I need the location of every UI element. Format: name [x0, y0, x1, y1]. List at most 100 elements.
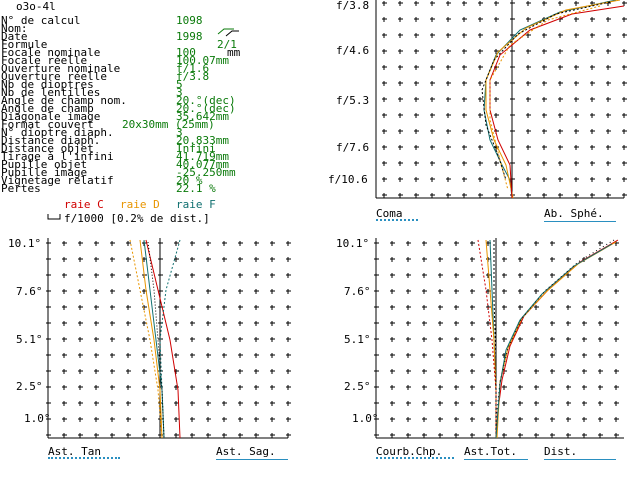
field-grid-mark	[550, 385, 555, 390]
param-label: Pupille objet	[1, 158, 88, 171]
ast-grid-mark	[286, 385, 291, 390]
ast-grid-mark	[94, 401, 99, 406]
coma-grid-mark	[414, 33, 419, 38]
coma-grid-mark	[574, 145, 579, 150]
ast-grid-mark	[222, 305, 227, 310]
ast-grid-mark	[126, 321, 131, 326]
coma-grid-mark	[606, 129, 611, 134]
field-grid-mark	[438, 369, 443, 374]
field-grid-mark	[598, 337, 603, 342]
coma-grid-mark	[414, 65, 419, 70]
param-value: 20.°(dec)	[176, 94, 236, 107]
ast-grid-mark	[206, 401, 211, 406]
field-grid-mark	[470, 257, 475, 262]
coma-grid-mark	[606, 161, 611, 166]
ast-grid-mark	[174, 337, 179, 342]
field-grid-mark	[550, 241, 555, 246]
coma-grid-mark	[574, 49, 579, 54]
ast-grid-mark	[270, 321, 275, 326]
field-grid-mark	[454, 353, 459, 358]
coma-grid-mark	[622, 161, 627, 166]
coma-grid-mark	[558, 113, 563, 118]
ast-grid-mark	[174, 241, 179, 246]
field-grid-mark	[614, 433, 619, 438]
field-grid-mark	[598, 257, 603, 262]
ast-grid-mark	[238, 257, 243, 262]
coma-tick: f/3.8	[336, 0, 370, 12]
field-grid-mark	[422, 257, 427, 262]
field-grid-mark	[582, 305, 587, 310]
coma-grid-mark	[590, 129, 595, 134]
param-label: Ouverture réelle	[1, 70, 107, 83]
coma-grid-mark	[558, 193, 563, 198]
field-grid-mark	[518, 289, 523, 294]
ast-grid-mark	[62, 369, 67, 374]
ast-grid-mark	[270, 289, 275, 294]
ast-grid-mark	[286, 289, 291, 294]
field-grid-mark	[534, 305, 539, 310]
field-grid-mark	[454, 337, 459, 342]
ast-grid-mark	[94, 305, 99, 310]
param-value: 3	[176, 126, 183, 139]
field-grid-mark	[406, 289, 411, 294]
field-grid-mark	[470, 385, 475, 390]
field-grid-mark	[502, 321, 507, 326]
coma-grid-mark	[414, 161, 419, 166]
ast-grid-mark	[222, 433, 227, 438]
param-value: f/3.8	[176, 70, 210, 83]
field-grid-mark	[470, 289, 475, 294]
ast-grid-mark	[110, 353, 115, 358]
ast-grid-mark	[110, 433, 115, 438]
field-grid-mark	[454, 385, 459, 390]
coma-grid-mark	[558, 49, 563, 54]
ast-grid-mark	[206, 257, 211, 262]
param-label: Angle de champ	[1, 102, 94, 115]
ast-grid-mark	[190, 241, 195, 246]
ast-grid-mark	[254, 241, 259, 246]
field-grid-mark	[390, 353, 395, 358]
field-grid-mark	[598, 289, 603, 294]
ast-grid-mark	[110, 273, 115, 278]
ast-grid-mark	[142, 305, 147, 310]
coma-grid-mark	[478, 65, 483, 70]
ast-grid-mark	[110, 289, 115, 294]
distortion-d	[496, 241, 617, 439]
field-grid-mark	[438, 337, 443, 342]
ast-grid-mark	[174, 257, 179, 262]
field-grid-mark	[486, 321, 491, 326]
param-label: Format couvert	[1, 118, 94, 131]
coma-grid-mark	[398, 161, 403, 166]
ast-grid-mark	[238, 337, 243, 342]
param-value: 1998	[176, 30, 203, 43]
param-label: Focale réelle	[1, 54, 88, 67]
ast-grid-mark	[270, 257, 275, 262]
ast-grid-mark	[238, 353, 243, 358]
total-astigmatism-label: Ast.Tot.	[464, 445, 517, 458]
coma-grid-mark	[414, 17, 419, 22]
ast-grid-mark	[110, 337, 115, 342]
coma-grid-mark	[590, 161, 595, 166]
field-grid-mark	[422, 385, 427, 390]
coma-grid-mark	[494, 161, 499, 166]
field-grid-mark	[454, 433, 459, 438]
coma-grid-mark	[398, 1, 403, 6]
ast-tick: 2.5°	[16, 380, 43, 393]
ast-grid-mark	[126, 401, 131, 406]
ast-grid-mark	[94, 385, 99, 390]
coma-grid-mark	[446, 81, 451, 86]
field-grid-mark	[534, 433, 539, 438]
field-grid-mark	[582, 433, 587, 438]
field-grid-mark	[454, 241, 459, 246]
field-grid-mark	[550, 305, 555, 310]
coma-underline	[376, 219, 418, 221]
ast-tan-underline	[48, 457, 120, 459]
field-grid-mark	[598, 273, 603, 278]
coma-grid-mark	[446, 97, 451, 102]
coma-grid-mark	[382, 145, 387, 150]
ast-grid-mark	[174, 353, 179, 358]
field-grid-mark	[598, 241, 603, 246]
coma-grid-mark	[542, 81, 547, 86]
coma-grid-mark	[414, 145, 419, 150]
coma-grid-mark	[606, 113, 611, 118]
field-grid-mark	[502, 337, 507, 342]
